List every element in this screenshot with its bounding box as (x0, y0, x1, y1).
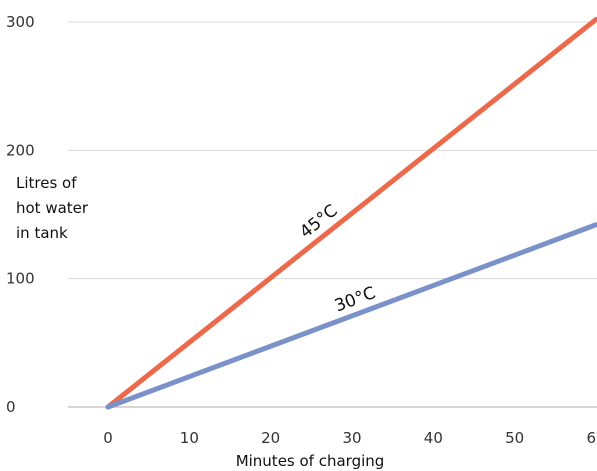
y-tick-labels: 0 100 200 300 (6, 13, 35, 416)
x-tick-label: 10 (180, 429, 199, 447)
gridlines (68, 21, 597, 408)
series-lines (105, 16, 597, 410)
y-axis-title-line-2: hot water (16, 199, 89, 217)
y-tick-label: 300 (6, 13, 35, 31)
x-tick-labels: 0 10 20 30 40 50 60 (103, 429, 597, 447)
x-tick-label: 50 (505, 429, 524, 447)
x-tick-label: 60 (586, 429, 597, 447)
x-tick-label: 30 (342, 429, 361, 447)
y-tick-label: 0 (6, 398, 16, 416)
y-tick-label: 100 (6, 270, 35, 288)
series-labels: 45°C 30°C (296, 201, 378, 317)
series-line-1 (105, 222, 597, 410)
series-label-1: 30°C (332, 283, 378, 316)
x-axis-title: Minutes of charging (236, 452, 385, 470)
series-line-0 (105, 16, 597, 410)
x-tick-label: 20 (261, 429, 280, 447)
x-tick-label: 40 (424, 429, 443, 447)
y-axis-title-line-1: Litres of (16, 174, 77, 192)
x-tick-label: 0 (103, 429, 113, 447)
y-tick-label: 200 (6, 141, 35, 159)
y-axis-title-line-3: in tank (16, 224, 68, 242)
series-label-0: 45°C (296, 201, 341, 243)
